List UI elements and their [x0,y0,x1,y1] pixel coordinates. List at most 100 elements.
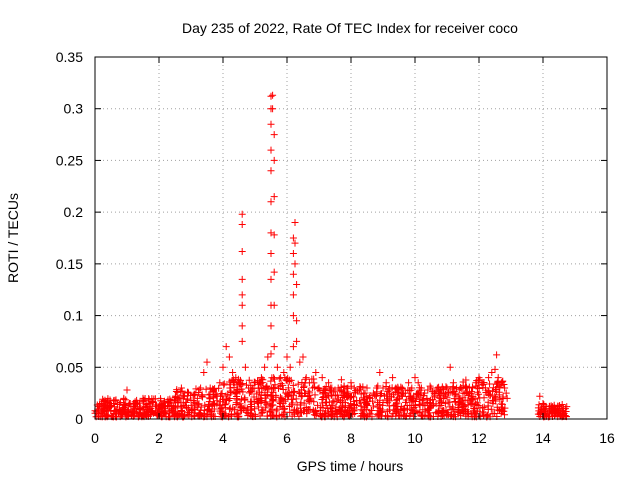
data-point [501,411,509,419]
data-point [238,322,246,330]
data-point [239,388,247,396]
data-point [336,397,344,405]
data-point [226,395,234,403]
data-point [298,379,306,387]
x-tick-label: 8 [347,430,355,446]
data-point [267,167,275,175]
data-point [347,402,355,410]
data-point [318,374,326,382]
data-point [430,389,438,397]
data-point [449,379,457,387]
data-point [444,398,452,406]
data-point [270,231,278,239]
data-point [325,379,333,387]
data-point [203,358,211,366]
data-point [225,405,233,413]
data-point [257,391,265,399]
data-point [416,395,424,403]
data-point [366,394,374,402]
data-point [174,394,182,402]
data-point [181,412,189,420]
data-point [392,396,400,404]
data-point [449,403,457,411]
data-point [347,379,355,387]
data-point [168,405,176,413]
data-point [216,407,224,415]
data-point [470,404,478,412]
data-point [398,391,406,399]
data-point [275,398,283,406]
data-point [261,363,269,371]
data-point [485,374,493,382]
data-point [222,343,230,351]
data-point [271,381,279,389]
data-point [330,397,338,405]
data-point [192,385,200,393]
data-point [414,379,422,387]
data-point [408,384,416,392]
data-point [373,384,381,392]
data-point [494,383,502,391]
data-point [291,218,299,226]
data-point [99,405,107,413]
data-point [328,412,336,420]
data-point [94,403,102,411]
data-point [229,368,237,376]
data-point [204,406,212,414]
data-point [468,400,476,408]
data-point [491,395,499,403]
data-point [93,408,101,416]
data-point [296,358,304,366]
x-tick-label: 10 [407,430,423,446]
data-point [139,394,147,402]
data-point [279,399,287,407]
data-point [241,363,249,371]
data-point [229,404,237,412]
data-point [135,412,143,420]
data-point [278,412,286,420]
data-point [232,401,240,409]
data-point [187,396,195,404]
data-point [233,396,241,404]
data-point [230,406,238,414]
data-point [197,384,205,392]
data-point [153,410,161,418]
data-point [350,384,358,392]
y-tick-label: 0.05 [56,359,83,375]
data-point [110,396,118,404]
data-point [291,260,299,268]
data-point [115,406,123,414]
data-point [328,407,336,415]
data-point [559,411,567,419]
data-point [375,407,383,415]
data-point [266,407,274,415]
data-point [414,409,422,417]
data-point [237,395,245,403]
data-point [267,250,275,258]
data-point [417,412,425,420]
data-point [340,382,348,390]
data-point [290,391,298,399]
data-point [397,406,405,414]
y-axis-tick-labels: 0 0.05 0.1 0.15 0.2 0.25 0.3 0.35 [56,49,83,427]
data-point [427,384,435,392]
data-point [475,374,483,382]
data-point [141,410,149,418]
data-point [269,91,277,99]
data-point [270,411,278,419]
x-tick-label: 4 [219,430,227,446]
data-point [236,402,244,410]
data-point [251,379,259,387]
data-point [558,401,566,409]
data-point [200,368,208,376]
data-point [275,375,283,383]
data-point [219,363,227,371]
data-point [489,396,497,404]
data-point [295,388,303,396]
data-point [402,398,410,406]
data-point [269,401,277,409]
data-point [289,312,297,320]
data-point [127,411,135,419]
data-point [232,410,240,418]
